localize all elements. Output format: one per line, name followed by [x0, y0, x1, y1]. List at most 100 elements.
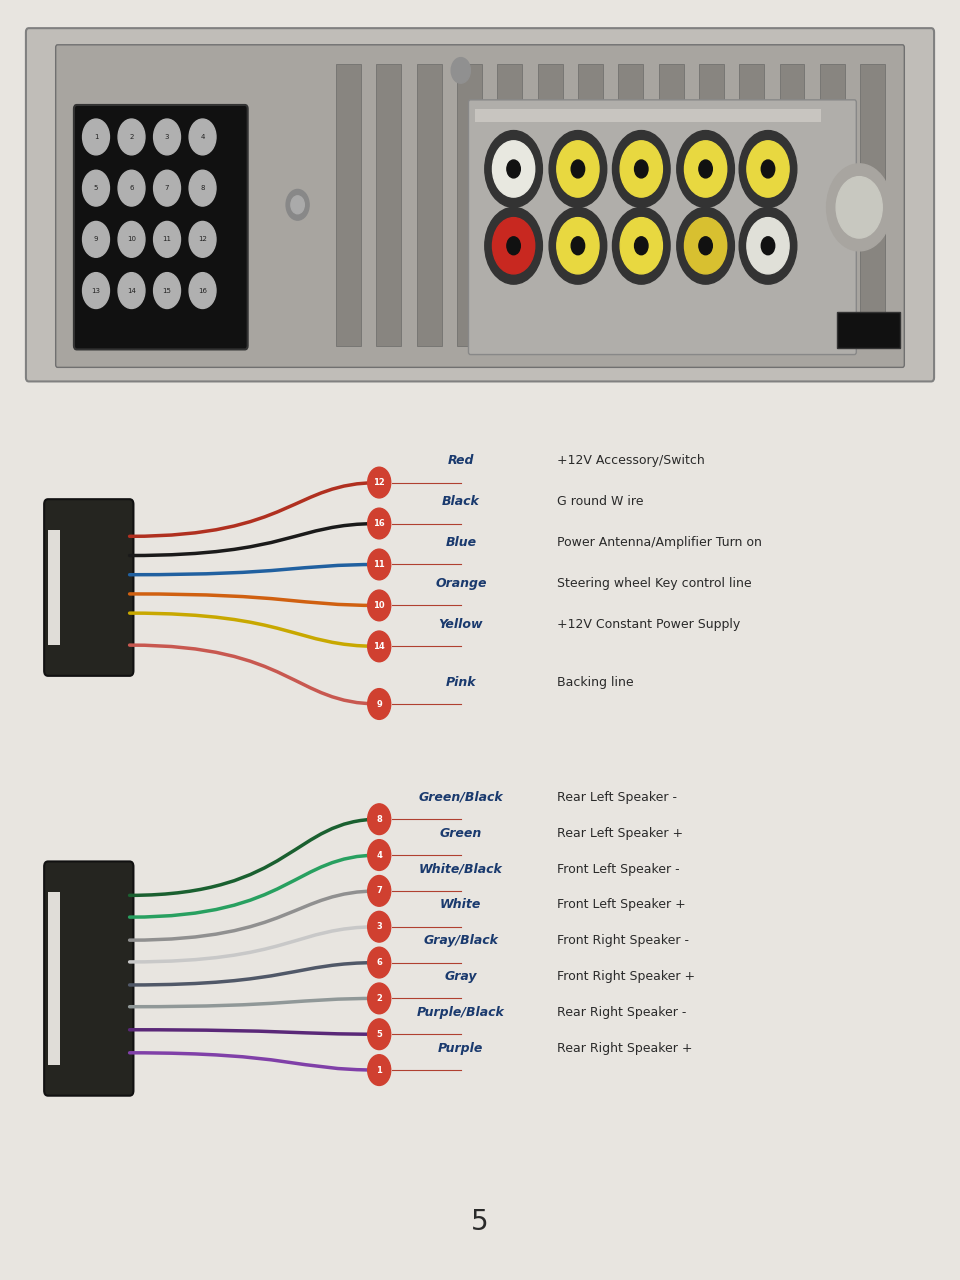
Circle shape [739, 207, 797, 284]
Text: Red: Red [447, 454, 474, 467]
Bar [336, 64, 361, 346]
Circle shape [684, 218, 727, 274]
Circle shape [118, 170, 145, 206]
Bar [48, 892, 60, 1065]
Text: Purple: Purple [438, 1042, 484, 1055]
Bar [699, 64, 724, 346]
Text: 4: 4 [376, 850, 382, 860]
Circle shape [677, 207, 734, 284]
Circle shape [189, 170, 216, 206]
FancyBboxPatch shape [44, 861, 133, 1096]
Text: 2: 2 [130, 134, 133, 140]
FancyBboxPatch shape [44, 499, 133, 676]
Text: Front Right Speaker +: Front Right Speaker + [557, 970, 695, 983]
Circle shape [368, 911, 391, 942]
Circle shape [612, 207, 670, 284]
Circle shape [761, 160, 775, 178]
Text: +12V Accessory/Switch: +12V Accessory/Switch [557, 454, 705, 467]
Text: 9: 9 [376, 699, 382, 709]
Text: 1: 1 [376, 1065, 382, 1075]
Bar [457, 64, 482, 346]
Bar [860, 64, 885, 346]
Circle shape [189, 273, 216, 308]
Text: White: White [440, 899, 482, 911]
Circle shape [368, 549, 391, 580]
Bar [417, 64, 442, 346]
Text: 13: 13 [91, 288, 101, 293]
Circle shape [827, 164, 892, 251]
Text: 11: 11 [373, 559, 385, 570]
Text: White/Black: White/Black [419, 863, 503, 876]
Circle shape [492, 141, 535, 197]
Circle shape [154, 170, 180, 206]
Circle shape [368, 508, 391, 539]
Text: Green/Black: Green/Black [419, 791, 503, 804]
Bar [578, 64, 603, 346]
Circle shape [368, 590, 391, 621]
Text: 6: 6 [376, 957, 382, 968]
Circle shape [291, 196, 304, 214]
Circle shape [571, 237, 585, 255]
Circle shape [451, 58, 470, 83]
Text: 2: 2 [376, 993, 382, 1004]
Text: Blue: Blue [445, 536, 476, 549]
Circle shape [485, 131, 542, 207]
Text: Rear Left Speaker +: Rear Left Speaker + [557, 827, 683, 840]
Circle shape [368, 983, 391, 1014]
Bar [475, 109, 821, 122]
Text: Rear Right Speaker -: Rear Right Speaker - [557, 1006, 686, 1019]
FancyBboxPatch shape [74, 105, 248, 349]
Bar [376, 64, 401, 346]
Bar [837, 312, 900, 348]
Text: 6: 6 [130, 186, 133, 191]
Text: 3: 3 [376, 922, 382, 932]
Text: 14: 14 [373, 641, 385, 652]
Circle shape [368, 876, 391, 906]
Circle shape [368, 840, 391, 870]
Circle shape [549, 207, 607, 284]
Text: Backing line: Backing line [557, 676, 634, 689]
Text: 4: 4 [201, 134, 204, 140]
Circle shape [485, 207, 542, 284]
Circle shape [612, 131, 670, 207]
Text: Rear Right Speaker +: Rear Right Speaker + [557, 1042, 692, 1055]
Circle shape [635, 237, 648, 255]
Text: Yellow: Yellow [439, 618, 483, 631]
Circle shape [747, 141, 789, 197]
Text: 3: 3 [165, 134, 169, 140]
Circle shape [557, 218, 599, 274]
Text: Orange: Orange [435, 577, 487, 590]
Circle shape [286, 189, 309, 220]
FancyBboxPatch shape [468, 100, 856, 355]
Text: 10: 10 [127, 237, 136, 242]
Circle shape [677, 131, 734, 207]
Circle shape [635, 160, 648, 178]
Circle shape [83, 221, 109, 257]
Circle shape [571, 160, 585, 178]
Circle shape [684, 141, 727, 197]
Circle shape [154, 273, 180, 308]
Circle shape [189, 119, 216, 155]
Circle shape [118, 221, 145, 257]
Circle shape [189, 221, 216, 257]
Bar [739, 64, 764, 346]
Circle shape [549, 131, 607, 207]
Circle shape [368, 467, 391, 498]
Circle shape [557, 141, 599, 197]
Circle shape [492, 218, 535, 274]
Circle shape [83, 119, 109, 155]
FancyBboxPatch shape [26, 28, 934, 381]
Circle shape [368, 947, 391, 978]
Text: +12V Constant Power Supply: +12V Constant Power Supply [557, 618, 740, 631]
Bar [538, 64, 563, 346]
Bar [780, 64, 804, 346]
Circle shape [83, 273, 109, 308]
Text: 14: 14 [127, 288, 136, 293]
Bar [659, 64, 684, 346]
Text: G round W ire: G round W ire [557, 495, 643, 508]
Bar [48, 530, 60, 645]
Text: 12: 12 [198, 237, 207, 242]
Circle shape [154, 221, 180, 257]
Circle shape [368, 631, 391, 662]
Text: 12: 12 [373, 477, 385, 488]
